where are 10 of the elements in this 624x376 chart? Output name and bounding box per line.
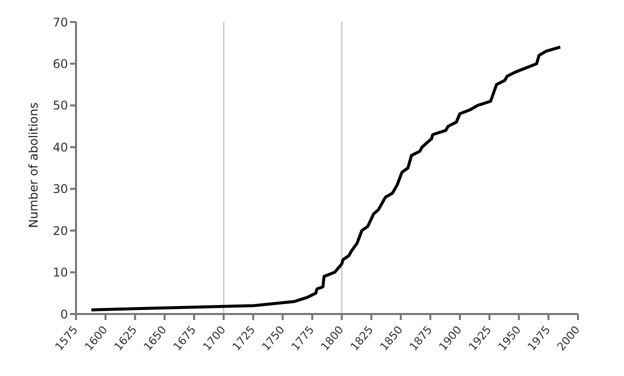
y-axis-title: Number of abolitions <box>26 102 40 228</box>
line-series <box>90 46 562 312</box>
y-tick-label: 10 <box>52 266 68 280</box>
y-tick-label: 0 <box>60 307 68 322</box>
y-tick-label: 20 <box>52 224 68 238</box>
y-tick-label: 70 <box>52 15 68 30</box>
y-tick-label: 30 <box>52 182 68 196</box>
y-tick-label: 50 <box>52 98 68 113</box>
y-tick-label: 40 <box>52 140 68 154</box>
y-tick-label: 60 <box>52 56 68 71</box>
